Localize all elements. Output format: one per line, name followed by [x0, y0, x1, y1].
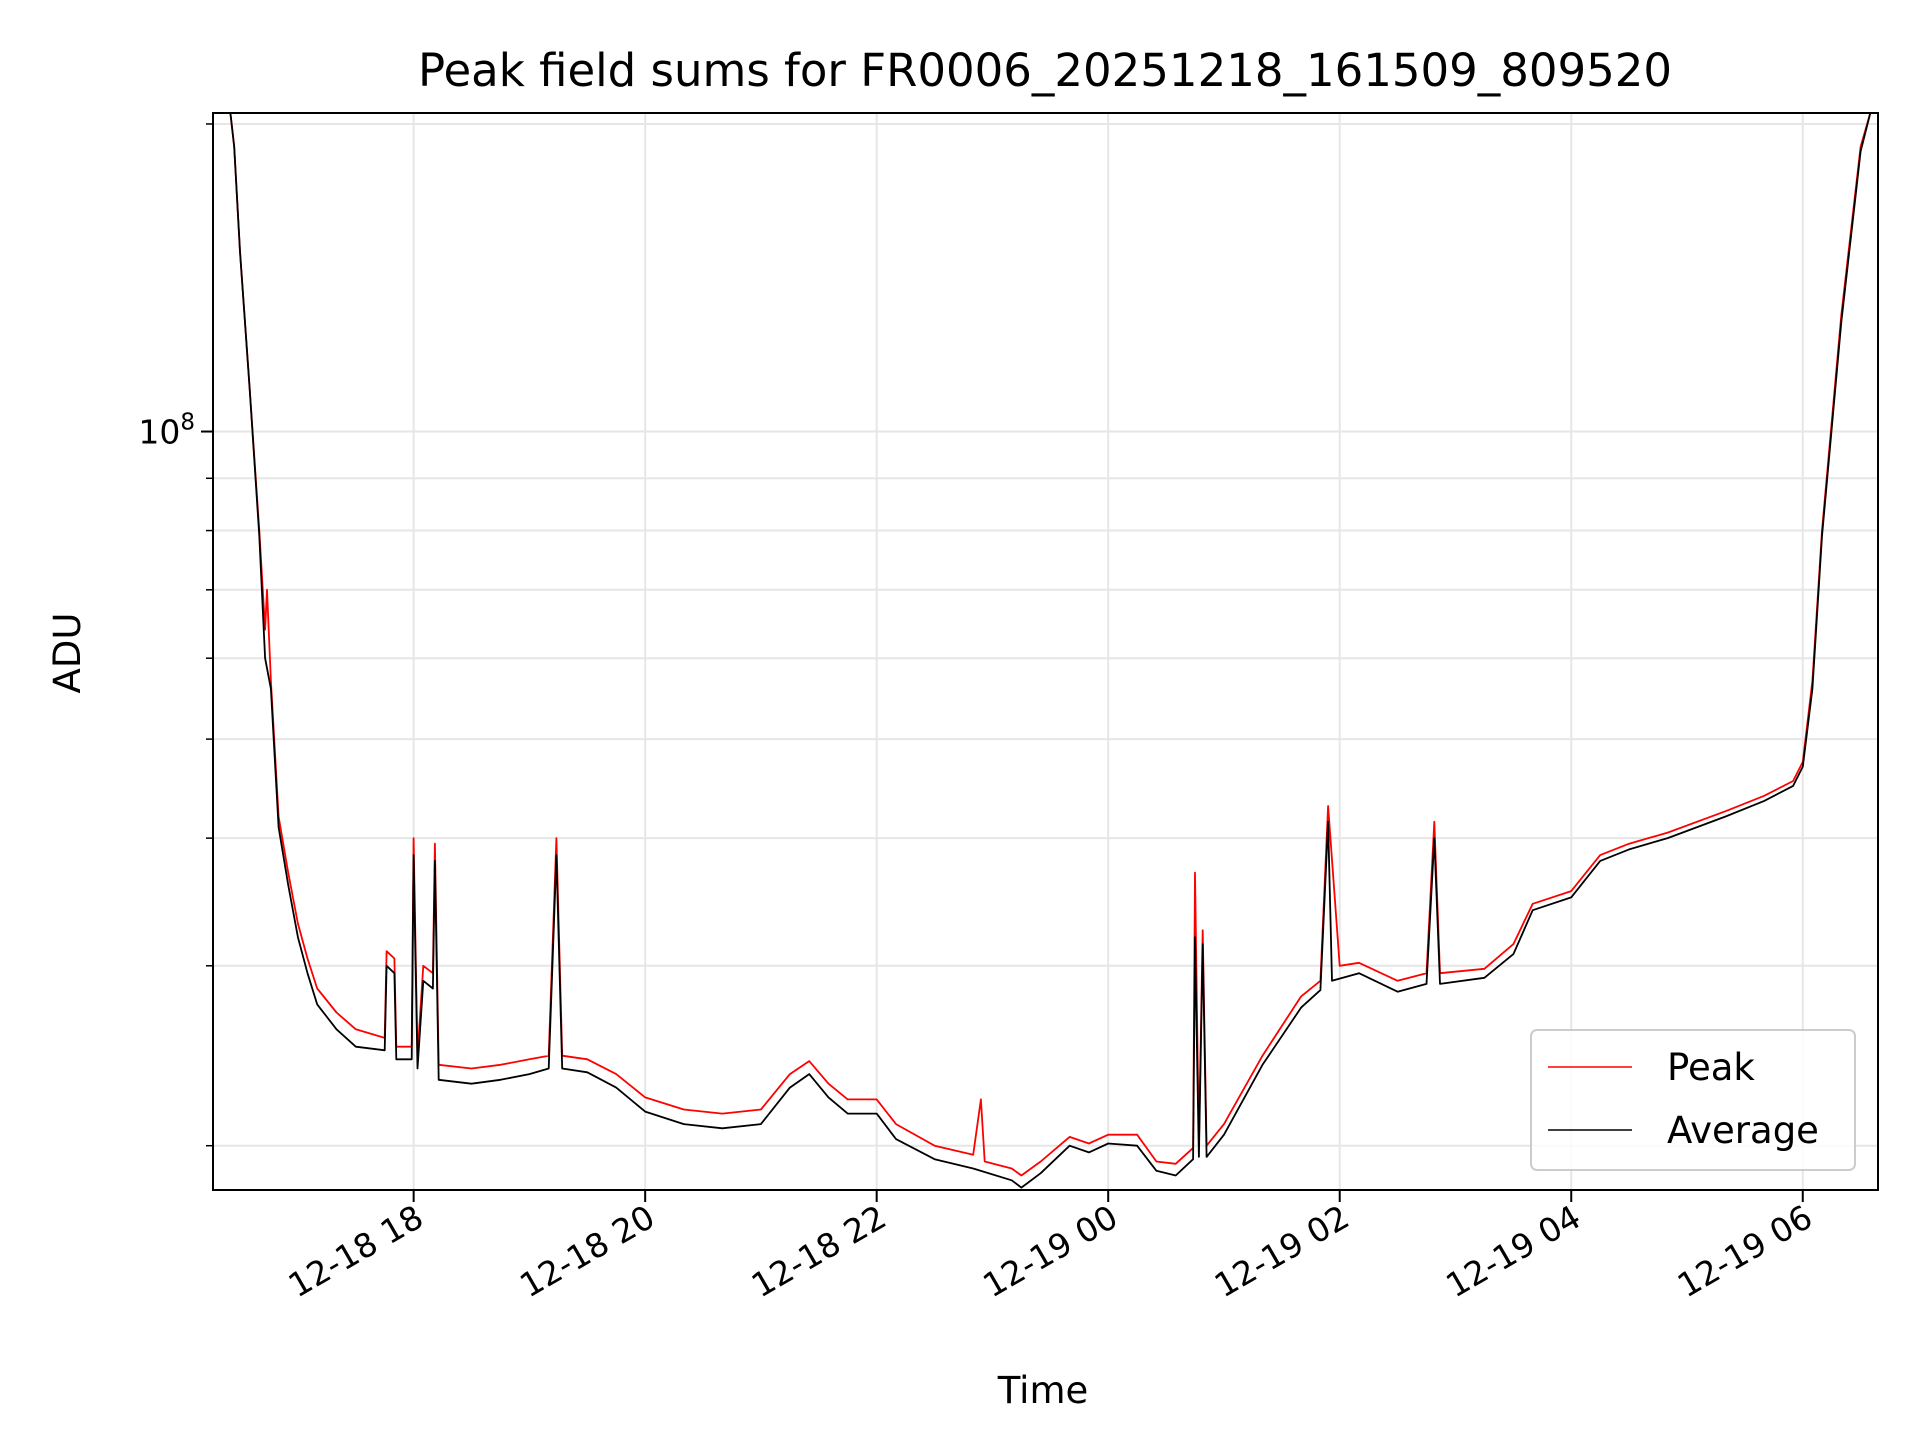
legend: Peak Average [1530, 1029, 1856, 1171]
legend-peak-label: Peak [1667, 1046, 1755, 1089]
legend-average-label: Average [1667, 1109, 1819, 1152]
y-tick-base: 10 [138, 413, 180, 452]
grid [213, 113, 1878, 1190]
y-tick-exponent: 8 [180, 410, 195, 436]
series-line-peak [229, 113, 1872, 1177]
chart-title: Peak field sums for FR0006_20251218_1615… [418, 44, 1672, 97]
y-axis-label: ADU [46, 613, 89, 694]
series-layer [229, 113, 1872, 1189]
x-axis-label: Time [997, 1369, 1089, 1412]
plot-frame [212, 112, 1879, 1191]
series-line-average [229, 113, 1872, 1189]
legend-box [1530, 1029, 1856, 1171]
y-tick-label: 108 [138, 410, 195, 452]
